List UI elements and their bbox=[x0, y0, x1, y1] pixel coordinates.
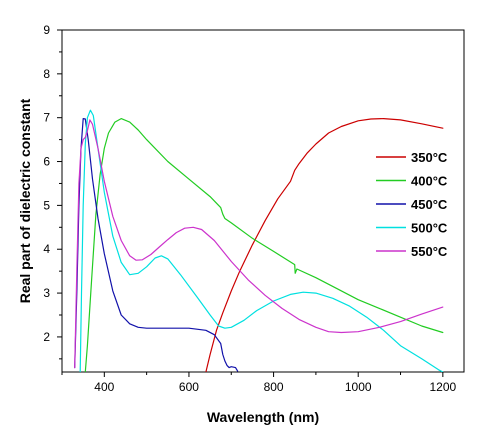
y-tick-label-2: 2 bbox=[43, 330, 50, 344]
x-tick-label-600: 600 bbox=[179, 380, 199, 394]
y-tick-label-6: 6 bbox=[43, 155, 50, 169]
x-tick-label-800: 800 bbox=[264, 380, 284, 394]
x-axis: 400 600 800 1000 1200 bbox=[61, 372, 457, 394]
series-line-3 bbox=[79, 109, 444, 372]
legend: 350°C 400°C 450°C 500°C 550°C bbox=[376, 150, 448, 259]
x-axis-title: Wavelength (nm) bbox=[207, 409, 319, 425]
legend-label-3: 500°C bbox=[411, 221, 448, 236]
y-tick-label-4: 4 bbox=[43, 242, 50, 256]
series-line-0 bbox=[205, 118, 444, 372]
y-axis: 2 3 4 5 6 7 8 9 bbox=[43, 23, 62, 360]
x-tick-label-1200: 1200 bbox=[429, 380, 456, 394]
legend-label-1: 400°C bbox=[411, 174, 448, 189]
plot-frame bbox=[61, 29, 465, 373]
legend-label-4: 550°C bbox=[411, 244, 448, 259]
series-line-1 bbox=[84, 118, 444, 372]
series-line-4 bbox=[74, 119, 444, 369]
series-lines bbox=[74, 109, 444, 372]
x-tick-label-400: 400 bbox=[94, 380, 114, 394]
legend-label-0: 350°C bbox=[411, 150, 448, 165]
y-tick-label-3: 3 bbox=[43, 286, 50, 300]
y-tick-label-5: 5 bbox=[43, 198, 50, 212]
y-tick-label-7: 7 bbox=[43, 111, 50, 125]
y-tick-label-9: 9 bbox=[43, 23, 50, 37]
y-tick-label-8: 8 bbox=[43, 67, 50, 81]
legend-label-2: 450°C bbox=[411, 197, 448, 212]
y-axis-title: Real part of dielectric constant bbox=[17, 98, 33, 303]
series-line-2 bbox=[74, 118, 239, 372]
x-tick-label-1000: 1000 bbox=[345, 380, 372, 394]
